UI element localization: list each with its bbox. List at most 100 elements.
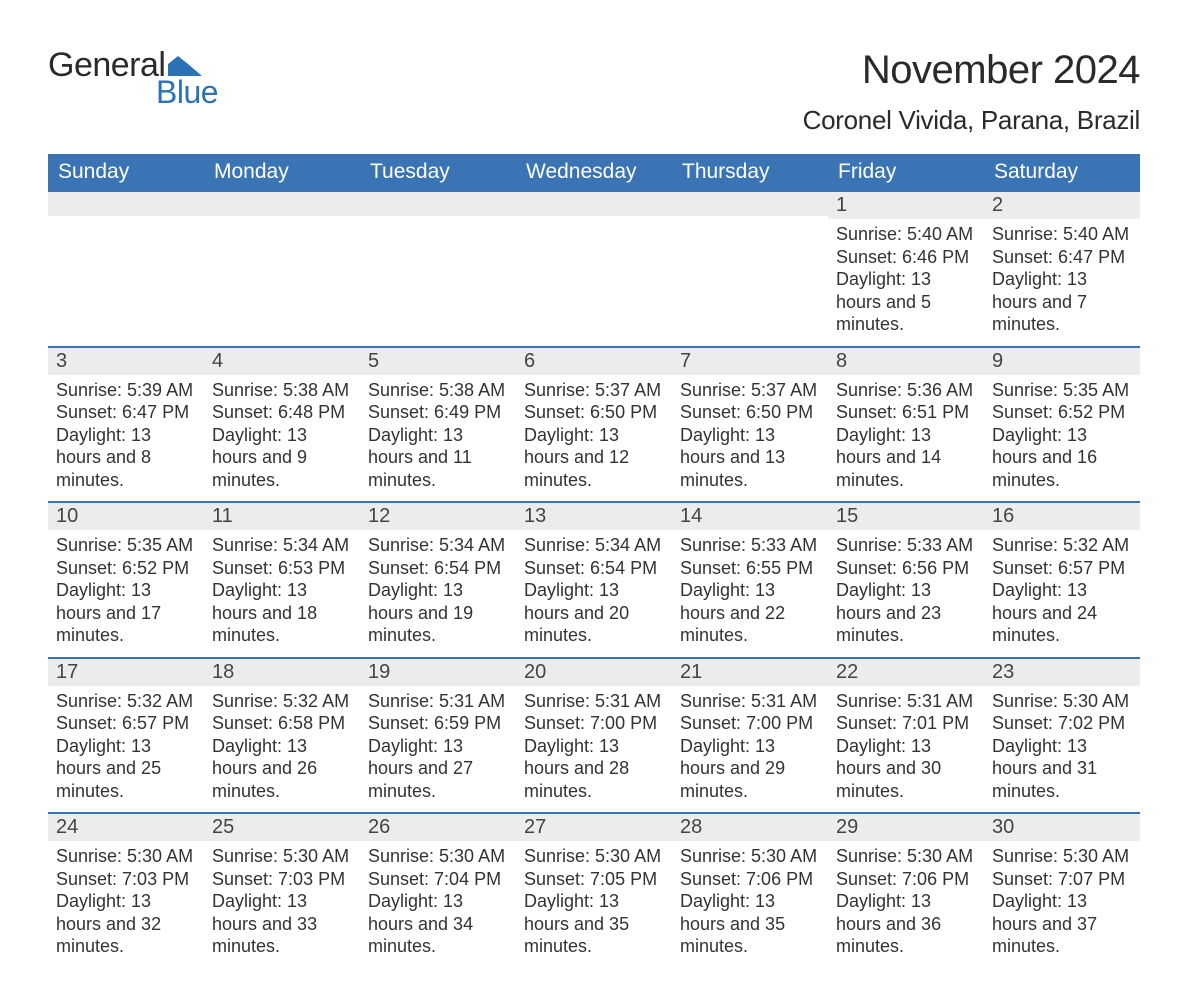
day-cell: 29Sunrise: 5:30 AMSunset: 7:06 PMDayligh… — [828, 814, 984, 968]
day-body: Sunrise: 5:35 AMSunset: 6:52 PMDaylight:… — [48, 530, 204, 657]
sunset-line: Sunset: 7:06 PM — [680, 868, 820, 891]
day-number: 9 — [984, 348, 1140, 375]
daylight-line: Daylight: 13 hours and 35 minutes. — [524, 890, 664, 958]
day-body: Sunrise: 5:32 AMSunset: 6:58 PMDaylight:… — [204, 686, 360, 813]
sunset-line: Sunset: 6:57 PM — [56, 712, 196, 735]
daylight-line: Daylight: 13 hours and 28 minutes. — [524, 735, 664, 803]
weekday-header-cell: Thursday — [672, 154, 828, 192]
day-cell-empty — [516, 192, 672, 346]
day-cell: 18Sunrise: 5:32 AMSunset: 6:58 PMDayligh… — [204, 659, 360, 813]
day-number: 1 — [828, 192, 984, 219]
day-number — [48, 192, 204, 216]
sunset-line: Sunset: 6:58 PM — [212, 712, 352, 735]
day-body: Sunrise: 5:37 AMSunset: 6:50 PMDaylight:… — [516, 375, 672, 502]
page-title: November 2024 — [803, 48, 1140, 93]
day-number: 7 — [672, 348, 828, 375]
day-body: Sunrise: 5:39 AMSunset: 6:47 PMDaylight:… — [48, 375, 204, 502]
day-number: 11 — [204, 503, 360, 530]
week-row: 24Sunrise: 5:30 AMSunset: 7:03 PMDayligh… — [48, 812, 1140, 968]
sunrise-line: Sunrise: 5:35 AM — [992, 379, 1132, 402]
sunset-line: Sunset: 6:53 PM — [212, 557, 352, 580]
sunset-line: Sunset: 6:57 PM — [992, 557, 1132, 580]
day-number: 12 — [360, 503, 516, 530]
weekday-header-row: SundayMondayTuesdayWednesdayThursdayFrid… — [48, 154, 1140, 192]
day-number: 3 — [48, 348, 204, 375]
weekday-header-cell: Tuesday — [360, 154, 516, 192]
sunrise-line: Sunrise: 5:36 AM — [836, 379, 976, 402]
day-body: Sunrise: 5:30 AMSunset: 7:04 PMDaylight:… — [360, 841, 516, 968]
sunset-line: Sunset: 6:46 PM — [836, 246, 976, 269]
day-body: Sunrise: 5:34 AMSunset: 6:53 PMDaylight:… — [204, 530, 360, 657]
day-cell: 8Sunrise: 5:36 AMSunset: 6:51 PMDaylight… — [828, 348, 984, 502]
daylight-line: Daylight: 13 hours and 33 minutes. — [212, 890, 352, 958]
weekday-header-cell: Sunday — [48, 154, 204, 192]
day-cell: 1Sunrise: 5:40 AMSunset: 6:46 PMDaylight… — [828, 192, 984, 346]
day-body: Sunrise: 5:32 AMSunset: 6:57 PMDaylight:… — [48, 686, 204, 813]
sunset-line: Sunset: 6:49 PM — [368, 401, 508, 424]
daylight-line: Daylight: 13 hours and 32 minutes. — [56, 890, 196, 958]
day-body: Sunrise: 5:40 AMSunset: 6:46 PMDaylight:… — [828, 219, 984, 346]
logo: General Blue — [48, 48, 218, 108]
weekday-header-cell: Friday — [828, 154, 984, 192]
daylight-line: Daylight: 13 hours and 9 minutes. — [212, 424, 352, 492]
sunrise-line: Sunrise: 5:32 AM — [212, 690, 352, 713]
day-cell: 5Sunrise: 5:38 AMSunset: 6:49 PMDaylight… — [360, 348, 516, 502]
day-number: 23 — [984, 659, 1140, 686]
day-body: Sunrise: 5:38 AMSunset: 6:48 PMDaylight:… — [204, 375, 360, 502]
day-cell: 28Sunrise: 5:30 AMSunset: 7:06 PMDayligh… — [672, 814, 828, 968]
day-cell: 20Sunrise: 5:31 AMSunset: 7:00 PMDayligh… — [516, 659, 672, 813]
day-number: 4 — [204, 348, 360, 375]
sunset-line: Sunset: 6:56 PM — [836, 557, 976, 580]
day-cell-empty — [204, 192, 360, 346]
day-number: 10 — [48, 503, 204, 530]
sunrise-line: Sunrise: 5:40 AM — [992, 223, 1132, 246]
day-cell: 4Sunrise: 5:38 AMSunset: 6:48 PMDaylight… — [204, 348, 360, 502]
day-number: 27 — [516, 814, 672, 841]
day-cell: 9 Sunrise: 5:35 AMSunset: 6:52 PMDaylight… — [984, 348, 1140, 502]
sunrise-line: Sunrise: 5:38 AM — [212, 379, 352, 402]
day-number: 8 — [828, 348, 984, 375]
daylight-line: Daylight: 13 hours and 16 minutes. — [992, 424, 1132, 492]
day-body: Sunrise: 5:38 AMSunset: 6:49 PMDaylight:… — [360, 375, 516, 502]
sunset-line: Sunset: 7:01 PM — [836, 712, 976, 735]
day-number: 25 — [204, 814, 360, 841]
sunrise-line: Sunrise: 5:31 AM — [368, 690, 508, 713]
daylight-line: Daylight: 13 hours and 14 minutes. — [836, 424, 976, 492]
day-body: Sunrise: 5:36 AMSunset: 6:51 PMDaylight:… — [828, 375, 984, 502]
daylight-line: Daylight: 13 hours and 18 minutes. — [212, 579, 352, 647]
day-body: Sunrise: 5:30 AMSunset: 7:07 PMDaylight:… — [984, 841, 1140, 968]
day-number: 28 — [672, 814, 828, 841]
day-cell: 16Sunrise: 5:32 AMSunset: 6:57 PMDayligh… — [984, 503, 1140, 657]
sunrise-line: Sunrise: 5:30 AM — [56, 845, 196, 868]
daylight-line: Daylight: 13 hours and 35 minutes. — [680, 890, 820, 958]
day-cell: 12Sunrise: 5:34 AMSunset: 6:54 PMDayligh… — [360, 503, 516, 657]
sunrise-line: Sunrise: 5:30 AM — [524, 845, 664, 868]
weekday-header-cell: Monday — [204, 154, 360, 192]
sunset-line: Sunset: 6:47 PM — [56, 401, 196, 424]
day-cell: 10Sunrise: 5:35 AMSunset: 6:52 PMDayligh… — [48, 503, 204, 657]
day-number: 29 — [828, 814, 984, 841]
sunrise-line: Sunrise: 5:30 AM — [992, 690, 1132, 713]
logo-text-1: General — [48, 48, 165, 82]
day-body: Sunrise: 5:30 AMSunset: 7:06 PMDaylight:… — [828, 841, 984, 968]
sunset-line: Sunset: 6:52 PM — [56, 557, 196, 580]
sunrise-line: Sunrise: 5:31 AM — [680, 690, 820, 713]
sunrise-line: Sunrise: 5:35 AM — [56, 534, 196, 557]
week-row: 10Sunrise: 5:35 AMSunset: 6:52 PMDayligh… — [48, 501, 1140, 657]
day-body: Sunrise: 5:31 AMSunset: 7:00 PMDaylight:… — [516, 686, 672, 813]
day-body: Sunrise: 5:31 AMSunset: 7:01 PMDaylight:… — [828, 686, 984, 813]
day-body: Sunrise: 5:31 AMSunset: 6:59 PMDaylight:… — [360, 686, 516, 813]
week-row: 3Sunrise: 5:39 AMSunset: 6:47 PMDaylight… — [48, 346, 1140, 502]
sunset-line: Sunset: 6:51 PM — [836, 401, 976, 424]
daylight-line: Daylight: 13 hours and 8 minutes. — [56, 424, 196, 492]
daylight-line: Daylight: 13 hours and 31 minutes. — [992, 735, 1132, 803]
sunset-line: Sunset: 7:00 PM — [524, 712, 664, 735]
weeks-container: 1Sunrise: 5:40 AMSunset: 6:46 PMDaylight… — [48, 192, 1140, 968]
sunset-line: Sunset: 6:52 PM — [992, 401, 1132, 424]
day-cell-empty — [672, 192, 828, 346]
day-number — [516, 192, 672, 216]
calendar: SundayMondayTuesdayWednesdayThursdayFrid… — [48, 154, 1140, 968]
day-cell: 24Sunrise: 5:30 AMSunset: 7:03 PMDayligh… — [48, 814, 204, 968]
day-number: 26 — [360, 814, 516, 841]
day-cell: 3Sunrise: 5:39 AMSunset: 6:47 PMDaylight… — [48, 348, 204, 502]
